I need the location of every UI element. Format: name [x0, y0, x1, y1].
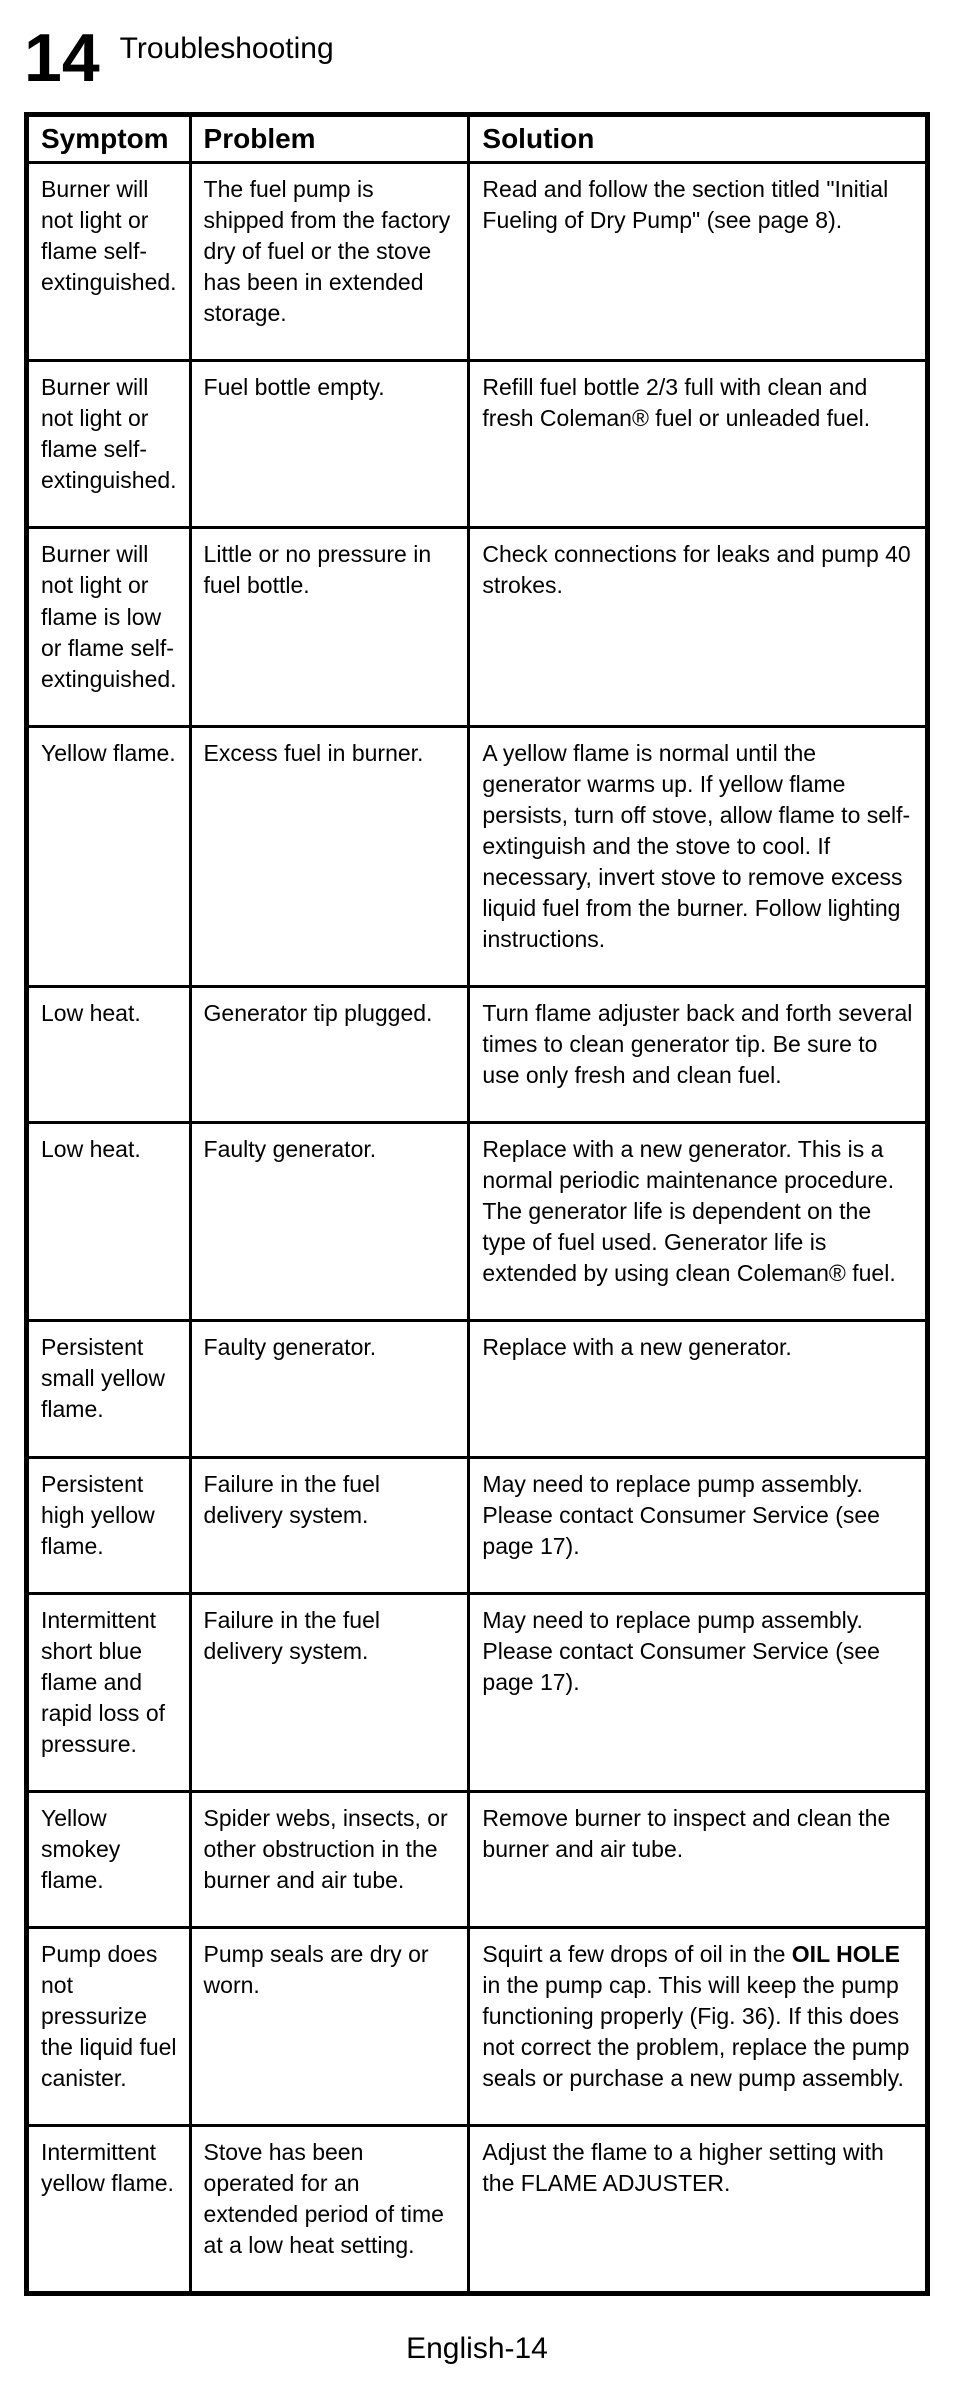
table-row: Yellow flame. Excess fuel in burner. A y… — [27, 726, 928, 986]
cell-solution: Squirt a few drops of oil in the OIL HOL… — [469, 1928, 928, 2126]
cell-solution: Check connections for leaks and pump 40 … — [469, 528, 928, 726]
cell-symptom: Pump does not pressurize the liquid fuel… — [27, 1928, 191, 2126]
page-header: 14 Troubleshooting — [24, 24, 930, 92]
cell-symptom: Yellow smokey flame. — [27, 1791, 191, 1927]
cell-solution: Refill fuel bottle 2/3 full with clean a… — [469, 361, 928, 528]
section-title: Troubleshooting — [120, 32, 334, 66]
table-row: Low heat. Faulty generator. Replace with… — [27, 1123, 928, 1321]
solution-text-before: Squirt a few drops of oil in the — [482, 1941, 791, 1967]
cell-symptom: Yellow flame. — [27, 726, 191, 986]
cell-problem: Spider webs, insects, or other obstructi… — [190, 1791, 469, 1927]
cell-solution: Replace with a new generator. — [469, 1321, 928, 1457]
cell-problem: Failure in the fuel delivery system. — [190, 1593, 469, 1791]
cell-symptom: Intermittent yellow flame. — [27, 2126, 191, 2294]
cell-problem: Faulty generator. — [190, 1123, 469, 1321]
cell-solution: Replace with a new generator. This is a … — [469, 1123, 928, 1321]
table-row: Burner will not light or flame is low or… — [27, 528, 928, 726]
cell-solution: May need to replace pump assembly. Pleas… — [469, 1457, 928, 1593]
cell-solution: May need to replace pump assembly. Pleas… — [469, 1593, 928, 1791]
solution-text-after: in the pump cap. This will keep the pump… — [482, 1972, 909, 2091]
cell-problem: Faulty generator. — [190, 1321, 469, 1457]
cell-problem: Generator tip plugged. — [190, 986, 469, 1122]
cell-symptom: Persistent small yellow flame. — [27, 1321, 191, 1457]
table-row: Persistent small yellow flame. Faulty ge… — [27, 1321, 928, 1457]
table-row: Intermittent short blue flame and rapid … — [27, 1593, 928, 1791]
cell-symptom: Burner will not light or flame self-exti… — [27, 361, 191, 528]
cell-solution: Turn flame adjuster back and forth sever… — [469, 986, 928, 1122]
cell-symptom: Intermittent short blue flame and rapid … — [27, 1593, 191, 1791]
table-row: Low heat. Generator tip plugged. Turn fl… — [27, 986, 928, 1122]
cell-problem: Failure in the fuel delivery system. — [190, 1457, 469, 1593]
col-header-problem: Problem — [190, 115, 469, 163]
cell-symptom: Burner will not light or flame is low or… — [27, 528, 191, 726]
cell-problem: Fuel bottle empty. — [190, 361, 469, 528]
table-row: Intermittent yellow flame. Stove has bee… — [27, 2126, 928, 2294]
cell-problem: The fuel pump is shipped from the factor… — [190, 163, 469, 361]
cell-symptom: Low heat. — [27, 1123, 191, 1321]
table-row: Yellow smokey flame. Spider webs, insect… — [27, 1791, 928, 1927]
cell-solution: A yellow flame is normal until the gener… — [469, 726, 928, 986]
solution-text-bold: OIL HOLE — [792, 1941, 900, 1967]
table-header-row: Symptom Problem Solution — [27, 115, 928, 163]
col-header-symptom: Symptom — [27, 115, 191, 163]
cell-problem: Pump seals are dry or worn. — [190, 1928, 469, 2126]
table-row: Burner will not light or flame self-exti… — [27, 163, 928, 361]
cell-problem: Stove has been operated for an extended … — [190, 2126, 469, 2294]
table-row: Burner will not light or flame self-exti… — [27, 361, 928, 528]
cell-symptom: Burner will not light or flame self-exti… — [27, 163, 191, 361]
cell-solution: Remove burner to inspect and clean the b… — [469, 1791, 928, 1927]
table-row: Pump does not pressurize the liquid fuel… — [27, 1928, 928, 2126]
cell-problem: Excess fuel in burner. — [190, 726, 469, 986]
cell-symptom: Low heat. — [27, 986, 191, 1122]
cell-symptom: Persistent high yellow flame. — [27, 1457, 191, 1593]
section-number: 14 — [24, 24, 100, 92]
col-header-solution: Solution — [469, 115, 928, 163]
cell-problem: Little or no pressure in fuel bottle. — [190, 528, 469, 726]
cell-solution: Read and follow the section titled "Init… — [469, 163, 928, 361]
table-row: Persistent high yellow flame. Failure in… — [27, 1457, 928, 1593]
troubleshooting-table: Symptom Problem Solution Burner will not… — [24, 112, 930, 2296]
cell-solution: Adjust the flame to a higher setting wit… — [469, 2126, 928, 2294]
page-footer: English-14 — [24, 2332, 930, 2366]
